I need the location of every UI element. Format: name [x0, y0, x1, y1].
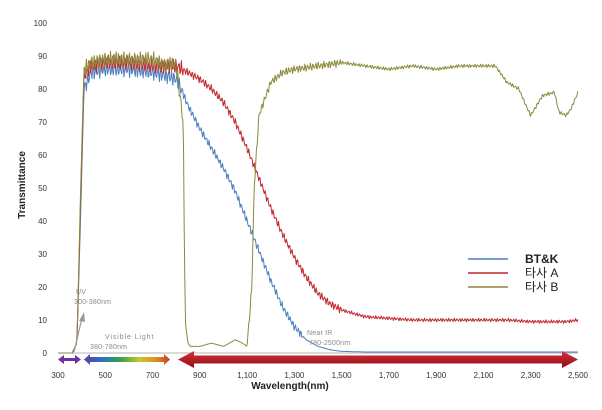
uv-label: UV: [76, 289, 86, 296]
series-line-company-b: [58, 50, 579, 354]
legend-label-bt-k: BT&K: [525, 252, 559, 266]
y-tick-label: 60: [38, 151, 47, 160]
x-axis-title: Wavelength(nm): [251, 381, 328, 392]
x-tick-label: 300: [51, 371, 65, 380]
x-tick-label: 1,100: [237, 371, 258, 380]
x-tick-label: 1,500: [332, 371, 353, 380]
series-layer: [58, 50, 579, 354]
x-tick-label: 1,900: [426, 371, 447, 380]
x-tick-label: 2,100: [473, 371, 494, 380]
x-tick-label: 900: [193, 371, 207, 380]
uv-arrow: [58, 355, 81, 364]
y-tick-labels: 0 10 20 30 40 50 60 70 80 90 100: [34, 19, 48, 358]
near-ir-range-label: 780-2500nm: [309, 340, 350, 347]
x-tick-label: 2,300: [521, 371, 542, 380]
x-tick-label: 1,300: [284, 371, 305, 380]
near-ir-arrow: [178, 351, 578, 368]
legend: BT&K 타사 A 타사 B: [468, 252, 559, 294]
visible-light-range-label: 380-780nm: [90, 344, 127, 351]
y-tick-label: 0: [43, 349, 48, 358]
visible-light-arrow: [84, 354, 170, 365]
x-tick-label: 2,500: [568, 371, 589, 380]
y-tick-label: 70: [38, 118, 47, 127]
uv-pointer-arrow: [73, 312, 85, 353]
legend-label-company-b: 타사 B: [525, 280, 558, 294]
y-tick-label: 30: [38, 250, 47, 259]
x-tick-label: 700: [146, 371, 160, 380]
x-tick-labels: 300 500 700 900 1,100 1,300 1,500 1,700 1,900 2,1…: [51, 371, 588, 380]
series-line-company-a: [58, 53, 579, 354]
near-ir-label: Near IR: [307, 330, 333, 337]
y-tick-label: 90: [38, 52, 47, 61]
series-line-bt-k: [58, 60, 578, 354]
y-tick-label: 100: [34, 19, 48, 28]
y-tick-label: 50: [38, 184, 47, 193]
y-tick-label: 80: [38, 85, 47, 94]
y-tick-label: 20: [38, 283, 47, 292]
x-tick-label: 500: [99, 371, 113, 380]
visible-light-label: Visible Light: [105, 334, 154, 341]
y-tick-label: 40: [38, 217, 47, 226]
legend-label-company-a: 타사 A: [525, 266, 558, 280]
y-tick-label: 10: [38, 316, 47, 325]
y-axis-title: Transmittance: [17, 151, 28, 219]
x-tick-label: 1,700: [379, 371, 400, 380]
uv-range-label: 300-380nm: [74, 299, 111, 306]
